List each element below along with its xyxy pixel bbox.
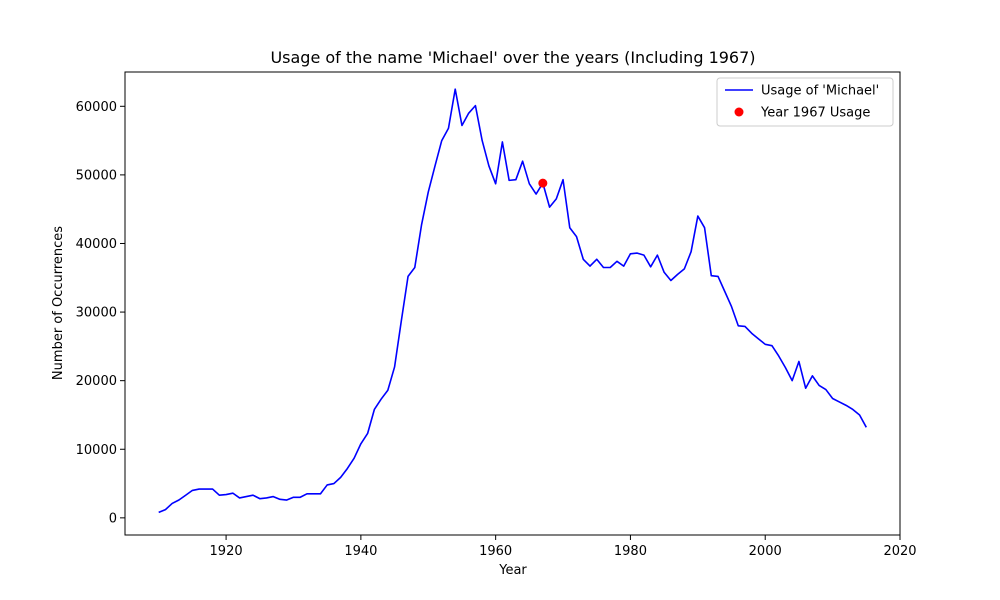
chart-title: Usage of the name 'Michael' over the yea… (270, 48, 755, 67)
highlight-point-1967 (538, 178, 548, 188)
y-tick-label: 20000 (76, 374, 117, 389)
series-line-michael (158, 88, 868, 514)
x-tick-label: 2000 (749, 544, 782, 559)
legend-label-line: Usage of 'Michael' (761, 84, 879, 99)
plot-frame (124, 71, 901, 536)
x-tick-label: 1940 (344, 544, 377, 559)
x-tick-label: 2020 (883, 544, 916, 559)
x-axis-label: Year (498, 563, 527, 578)
x-tick-label: 1960 (479, 544, 512, 559)
legend: Usage of 'Michael' Year 1967 Usage (716, 77, 894, 127)
legend-label-point: Year 1967 Usage (760, 106, 870, 121)
y-axis-label: Number of Occurrences (51, 226, 66, 380)
y-tick-label: 40000 (76, 237, 117, 252)
y-tick-label: 60000 (76, 100, 117, 115)
y-tick-label: 50000 (76, 168, 117, 183)
y-tick-label: 10000 (76, 443, 117, 458)
x-tick-label: 1920 (210, 544, 243, 559)
y-tick-label: 30000 (76, 306, 117, 321)
y-tick-label: 0 (109, 511, 117, 526)
legend-swatch-point (734, 107, 744, 117)
x-tick-label: 1980 (614, 544, 647, 559)
legend-box (716, 77, 894, 127)
